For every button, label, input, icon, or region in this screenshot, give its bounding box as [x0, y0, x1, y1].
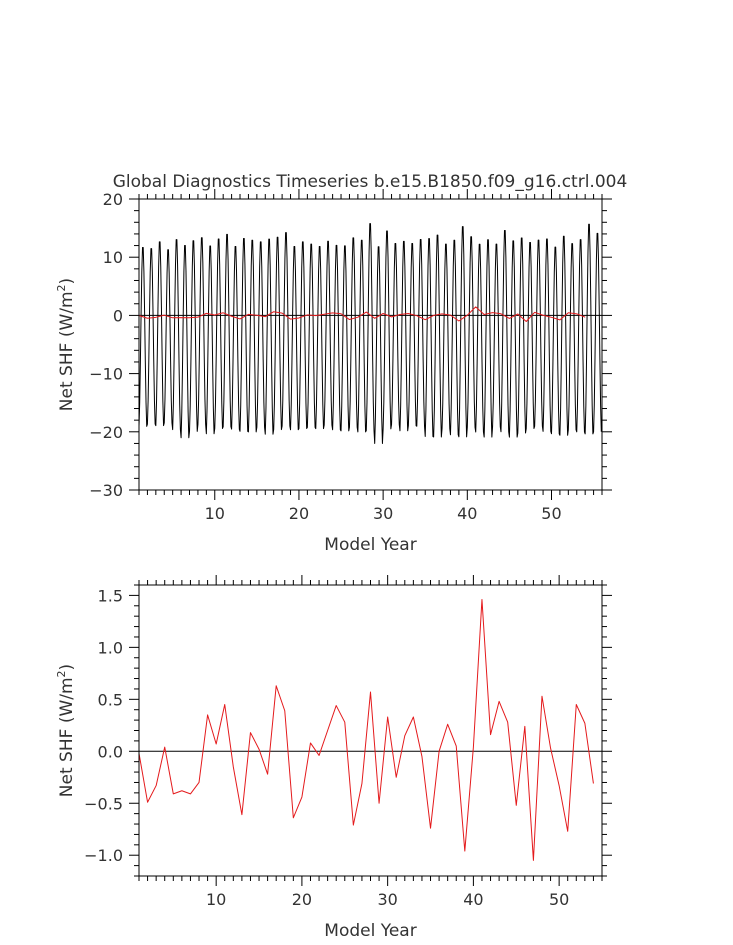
- bottom-panel: 10 20 30 40 50 −1.0 −0.5 0.0 0.5 1.0 1.5 Model Yea…: [55, 575, 612, 941]
- top-plot-frame: [138, 198, 603, 491]
- y-tick-label: −0.5: [84, 794, 123, 813]
- y-tick-label: 1.0: [98, 638, 123, 657]
- top-tick-labels: 10 20 30 40 50 −30 −20 −10 0 10 20: [89, 190, 561, 523]
- y-tick-label: 0.5: [98, 690, 123, 709]
- x-tick-label: 50: [541, 504, 561, 523]
- x-tick-label: 30: [373, 504, 393, 523]
- x-tick-label: 10: [206, 890, 226, 909]
- y-tick-label: −20: [89, 423, 123, 442]
- x-tick-label: 10: [205, 504, 225, 523]
- x-tick-label: 20: [289, 504, 309, 523]
- top-panel: 10 20 30 40 50 −30 −20 −10 0 10 20 Model Year Net …: [55, 189, 612, 555]
- y-tick-label: 20: [103, 190, 123, 209]
- x-tick-label: 50: [549, 890, 569, 909]
- bottom-plot-frame: [138, 584, 603, 877]
- bottom-x-axis-label: Model Year: [324, 921, 416, 941]
- top-series: [138, 223, 602, 444]
- bottom-y-axis-label: Net SHF (W/m2): [55, 664, 77, 797]
- bottom-tick-labels: 10 20 30 40 50 −1.0 −0.5 0.0 0.5 1.0 1.5: [84, 586, 569, 909]
- figure-title: Global Diagnostics Timeseries b.e15.B185…: [113, 172, 628, 192]
- annual-series-line: [138, 306, 586, 323]
- top-x-axis-label: Model Year: [324, 535, 416, 555]
- annual-series-line: [138, 599, 594, 861]
- top-ticks: [129, 189, 612, 500]
- x-tick-label: 30: [377, 890, 397, 909]
- y-tick-label: 10: [103, 248, 123, 267]
- y-tick-label: 0: [113, 306, 123, 325]
- top-y-axis-label: Net SHF (W/m2): [55, 278, 77, 411]
- y-tick-label: −30: [89, 481, 123, 500]
- y-tick-label: 0.0: [98, 742, 123, 761]
- bottom-series: [138, 599, 602, 861]
- y-tick-label: −1.0: [84, 846, 123, 865]
- y-tick-label: −10: [89, 365, 123, 384]
- x-tick-label: 40: [457, 504, 477, 523]
- monthly-series-line: [138, 223, 602, 444]
- x-tick-label: 20: [292, 890, 312, 909]
- x-tick-label: 40: [463, 890, 483, 909]
- y-tick-label: 1.5: [98, 586, 123, 605]
- bottom-ticks: [129, 575, 612, 886]
